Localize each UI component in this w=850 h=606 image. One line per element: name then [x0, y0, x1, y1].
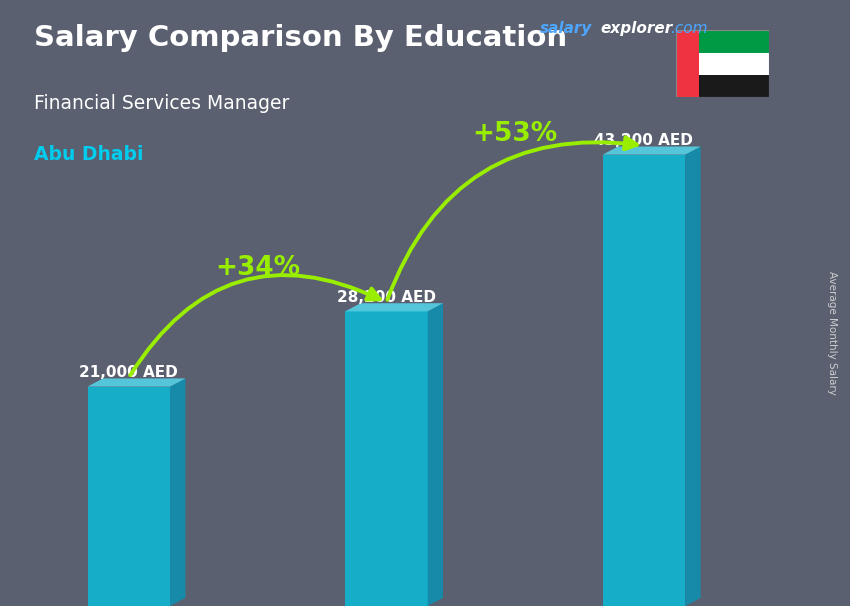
Text: .com: .com	[670, 21, 707, 36]
Polygon shape	[345, 311, 428, 606]
Text: Financial Services Manager: Financial Services Manager	[34, 94, 289, 113]
Polygon shape	[685, 147, 700, 606]
Text: Salary Comparison By Education: Salary Comparison By Education	[34, 24, 567, 52]
Text: +34%: +34%	[215, 255, 300, 281]
Text: salary: salary	[540, 21, 592, 36]
Polygon shape	[88, 387, 170, 606]
Text: Average Monthly Salary: Average Monthly Salary	[827, 271, 837, 395]
Text: 28,200 AED: 28,200 AED	[337, 290, 436, 305]
Text: 21,000 AED: 21,000 AED	[79, 365, 178, 380]
Polygon shape	[603, 147, 700, 155]
Bar	[676, 53, 769, 75]
Text: Abu Dhabi: Abu Dhabi	[34, 145, 144, 164]
Polygon shape	[603, 155, 685, 606]
Text: explorer: explorer	[600, 21, 672, 36]
Polygon shape	[428, 303, 443, 606]
Text: +53%: +53%	[473, 121, 558, 147]
Polygon shape	[170, 379, 185, 606]
Bar	[676, 30, 699, 97]
Bar	[676, 75, 769, 97]
Text: 43,200 AED: 43,200 AED	[594, 133, 694, 148]
Bar	[676, 30, 769, 53]
Polygon shape	[88, 379, 185, 387]
Polygon shape	[345, 303, 443, 311]
